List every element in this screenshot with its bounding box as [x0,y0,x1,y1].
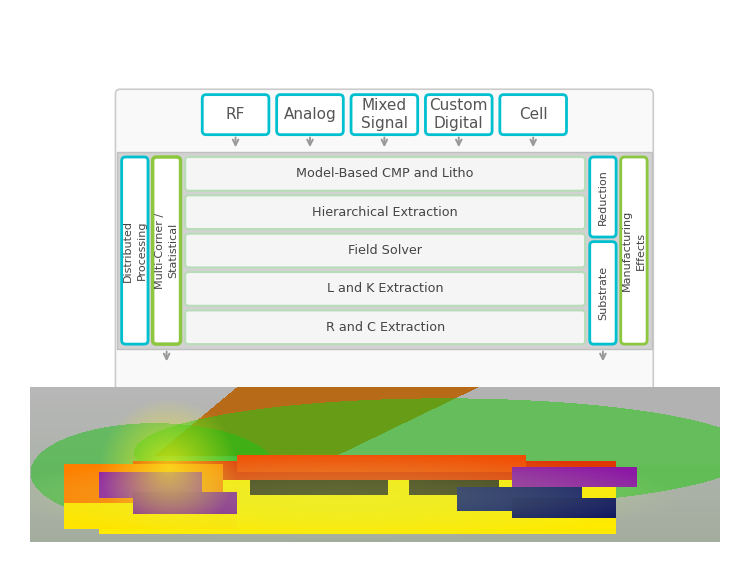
Text: RF: RF [226,107,245,122]
Text: Reduction: Reduction [598,169,608,225]
Text: Manufacturing
Effects: Manufacturing Effects [622,210,646,291]
FancyBboxPatch shape [153,157,181,344]
Text: Analog: Analog [284,107,336,122]
Text: L and K Extraction: L and K Extraction [327,283,443,296]
FancyBboxPatch shape [277,95,344,135]
Text: Field Solver: Field Solver [348,244,422,257]
Bar [117,152,652,349]
Text: Model-Based CMP and Litho: Model-Based CMP and Litho [296,168,474,180]
Text: R and C Extraction: R and C Extraction [326,321,445,334]
FancyBboxPatch shape [185,195,585,229]
FancyBboxPatch shape [500,95,566,135]
FancyBboxPatch shape [351,95,418,135]
FancyBboxPatch shape [116,89,653,473]
Text: Distributed
Processing: Distributed Processing [123,219,146,281]
FancyBboxPatch shape [621,157,647,344]
Text: Multi-Corner /
Statistical: Multi-Corner / Statistical [155,213,178,289]
FancyBboxPatch shape [590,241,616,344]
Text: Cell: Cell [519,107,548,122]
FancyBboxPatch shape [425,95,492,135]
Text: Custom
Digital: Custom Digital [430,98,488,131]
FancyBboxPatch shape [185,310,585,344]
FancyBboxPatch shape [202,95,269,135]
FancyBboxPatch shape [590,157,616,237]
Text: Mixed
Signal: Mixed Signal [361,98,408,131]
FancyBboxPatch shape [185,233,585,267]
Text: Substrate: Substrate [598,266,608,320]
FancyBboxPatch shape [185,272,585,306]
Text: Figure 2: Key functionalities of Quantus Extraction Solution: Figure 2: Key functionalities of Quantus… [210,488,559,501]
Text: Hierarchical Extraction: Hierarchical Extraction [312,206,458,219]
FancyBboxPatch shape [122,157,148,344]
FancyBboxPatch shape [185,157,585,191]
